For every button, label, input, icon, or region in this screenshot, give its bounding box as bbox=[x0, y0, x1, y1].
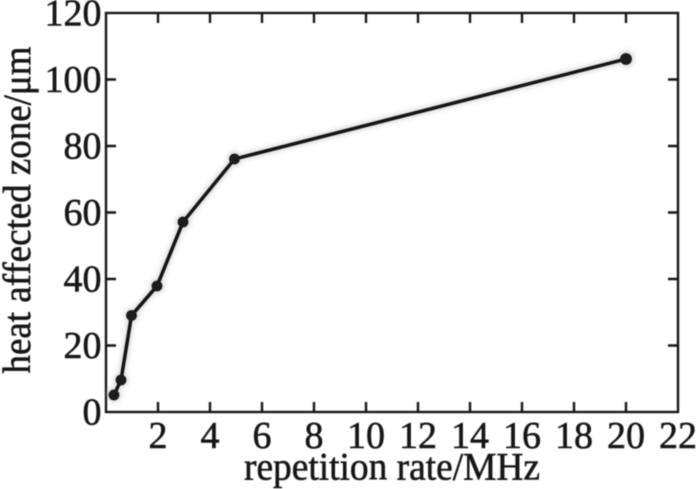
svg-text:2: 2 bbox=[149, 415, 168, 457]
svg-text:6: 6 bbox=[253, 415, 272, 457]
svg-text:120: 120 bbox=[45, 0, 102, 35]
svg-text:100: 100 bbox=[45, 59, 102, 101]
svg-text:60: 60 bbox=[64, 192, 102, 234]
svg-text:20: 20 bbox=[607, 415, 645, 457]
svg-text:16: 16 bbox=[503, 415, 541, 457]
svg-text:40: 40 bbox=[64, 259, 102, 301]
svg-text:80: 80 bbox=[64, 126, 102, 168]
svg-text:22: 22 bbox=[659, 415, 697, 457]
svg-text:18: 18 bbox=[555, 415, 593, 457]
svg-text:4: 4 bbox=[201, 415, 220, 457]
svg-text:0: 0 bbox=[83, 392, 102, 434]
svg-text:repetition rate/MHz: repetition rate/MHz bbox=[244, 446, 540, 489]
svg-text:20: 20 bbox=[64, 325, 102, 367]
svg-text:12: 12 bbox=[399, 415, 437, 457]
svg-text:8: 8 bbox=[305, 415, 324, 457]
svg-text:14: 14 bbox=[451, 415, 489, 457]
svg-text:heat affected zone/μm: heat affected zone/μm bbox=[0, 47, 39, 374]
svg-text:10: 10 bbox=[347, 415, 385, 457]
